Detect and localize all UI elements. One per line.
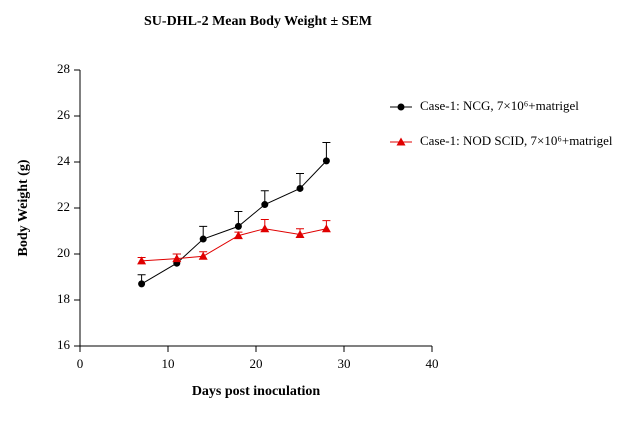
legend-label: Case-1: NCG, 7×10⁶+matrigel [420,98,579,113]
y-tick-label: 20 [57,245,70,260]
legend-label: Case-1: NOD SCID, 7×10⁶+matrigel [420,133,613,148]
x-axis-label: Days post inoculation [192,384,321,399]
x-tick-label: 40 [426,356,439,371]
marker [295,229,305,238]
marker [260,224,270,233]
marker [321,224,331,233]
y-tick-label: 24 [57,153,71,168]
marker [396,137,406,146]
y-tick-label: 22 [57,199,70,214]
x-tick-label: 20 [250,356,263,371]
marker [322,157,330,165]
marker [137,256,147,265]
marker [198,251,208,260]
marker [172,254,182,263]
chart-title: SU-DHL-2 Mean Body Weight ± SEM [144,14,372,29]
marker [199,235,207,243]
x-tick-label: 10 [162,356,175,371]
marker [397,103,405,111]
y-tick-label: 18 [57,291,70,306]
marker [234,222,242,230]
marker [138,280,146,288]
y-tick-label: 26 [57,107,71,122]
y-tick-label: 16 [57,337,71,352]
series-line [141,160,327,285]
marker [233,231,243,240]
y-axis-label: Body Weight (g) [16,159,31,256]
x-tick-label: 0 [77,356,84,371]
marker [296,184,304,192]
y-tick-label: 28 [57,61,70,76]
x-tick-label: 30 [338,356,351,371]
marker [261,201,269,209]
